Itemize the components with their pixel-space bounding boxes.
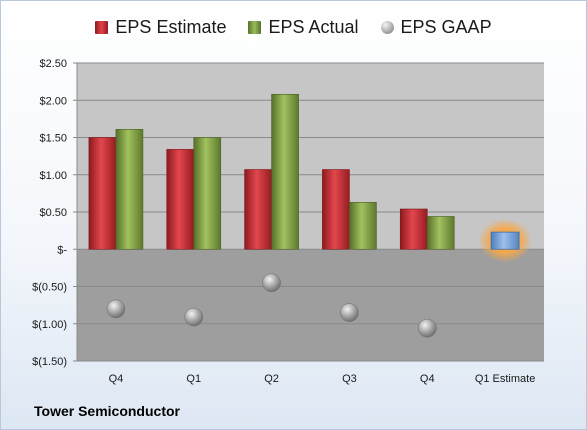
legend-swatch-actual [248, 21, 262, 34]
x-tick-label: Q4 [109, 373, 124, 385]
legend-label-estimate: EPS Estimate [115, 17, 227, 37]
company-name: Tower Semiconductor [34, 403, 180, 419]
point-eps-gaap [106, 299, 126, 319]
y-tick-label: $(1.50) [32, 356, 67, 368]
y-tick-label: $1.00 [39, 170, 67, 182]
bar-eps-estimate [399, 208, 428, 250]
legend-label-actual: EPS Actual [268, 17, 359, 37]
chart-legend: EPS Estimate EPS Actual EPS GAAP [1, 17, 586, 38]
y-tick-label: $2.50 [39, 58, 67, 70]
bar-eps-estimate [322, 169, 350, 250]
y-tick-label: $0.50 [39, 207, 67, 219]
bar-eps-actual [426, 216, 455, 250]
legend-label-gaap: EPS GAAP [400, 17, 492, 37]
plot-negative-region [77, 249, 544, 361]
plot-positive-region [77, 63, 544, 250]
y-tick-label: $- [57, 244, 67, 256]
y-tick-label: $(0.50) [32, 282, 67, 294]
y-tick-label: $2.00 [39, 95, 67, 107]
bar-eps-estimate [88, 137, 117, 250]
legend-swatch-gaap [380, 21, 394, 34]
y-tick-label: $(1.00) [32, 319, 67, 331]
legend-item-actual: EPS Actual [248, 17, 359, 38]
x-tick-label: Q1 [186, 373, 201, 385]
x-tick-label: Q4 [420, 373, 435, 385]
y-tick-label: $1.50 [39, 133, 67, 145]
point-eps-gaap [184, 307, 203, 327]
bar-eps-actual [271, 93, 299, 250]
legend-item-gaap: EPS GAAP [380, 17, 492, 38]
bar-eps-estimate [244, 169, 272, 250]
bar-eps-actual [115, 129, 144, 250]
x-tick-label: Q1 Estimate [475, 373, 536, 385]
bar-eps-forecast [490, 231, 520, 250]
x-tick-label: Q3 [342, 373, 357, 385]
bar-eps-actual [349, 202, 377, 250]
x-tick-label: Q2 [264, 373, 279, 385]
bar-eps-estimate [166, 149, 195, 250]
point-eps-gaap [340, 303, 359, 322]
bar-eps-actual [193, 137, 222, 250]
legend-item-estimate: EPS Estimate [95, 17, 226, 38]
point-eps-gaap [262, 273, 281, 293]
point-eps-gaap [418, 318, 437, 338]
legend-swatch-estimate [95, 21, 109, 34]
